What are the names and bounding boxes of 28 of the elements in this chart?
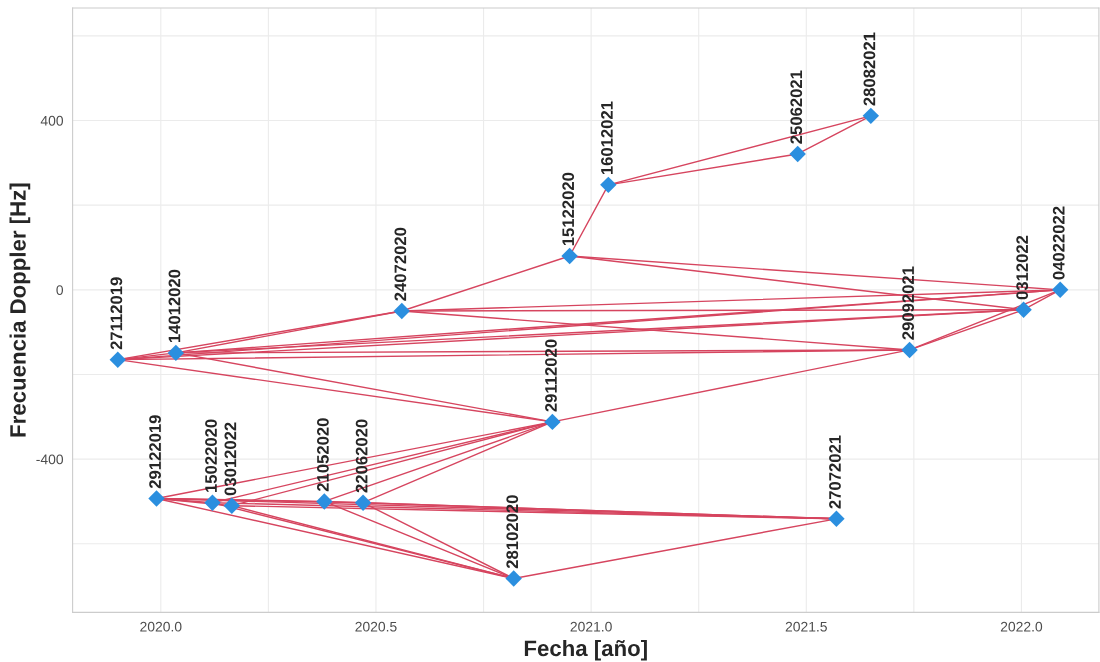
y-tick-label: 400 — [40, 115, 64, 126]
annotation: 03012022 — [224, 422, 237, 496]
annotation: 0312022 — [1016, 235, 1029, 300]
annotation: 27072021 — [829, 435, 841, 509]
x-tick-label: 2020.5 — [355, 621, 397, 632]
x-axis-title: Fecha [año] — [524, 639, 647, 661]
x-tick-label: 2021.5 — [785, 621, 827, 632]
annotation: 29112020 — [545, 339, 557, 412]
annotation: 25062021 — [790, 70, 803, 144]
annotation: 04022022 — [1052, 206, 1065, 280]
annotation: 21052020 — [317, 418, 329, 492]
x-tick-label: 2020.0 — [140, 621, 182, 632]
annotation: 27112019 — [110, 277, 123, 350]
annotation: 29092021 — [902, 266, 915, 340]
annotation: 24072020 — [394, 227, 407, 301]
x-tick-label: 2021.0 — [570, 621, 612, 632]
annotation: 15022020 — [205, 419, 217, 492]
annotation: 28082021 — [863, 32, 876, 106]
annotation: 15122020 — [562, 172, 575, 246]
annotation: 29122019 — [149, 415, 161, 489]
y-axis-title: Frecuencia Doppler [Hz] — [9, 183, 31, 437]
y-tick-label: -400 — [36, 454, 64, 465]
annotation: 28102020 — [506, 495, 519, 569]
annotation: 14012020 — [168, 269, 181, 343]
annotation: 22062020 — [355, 419, 368, 493]
y-tick-label: 0 — [56, 285, 64, 295]
x-tick-label: 2022.0 — [1000, 621, 1043, 632]
annotation: 16012021 — [601, 101, 613, 175]
